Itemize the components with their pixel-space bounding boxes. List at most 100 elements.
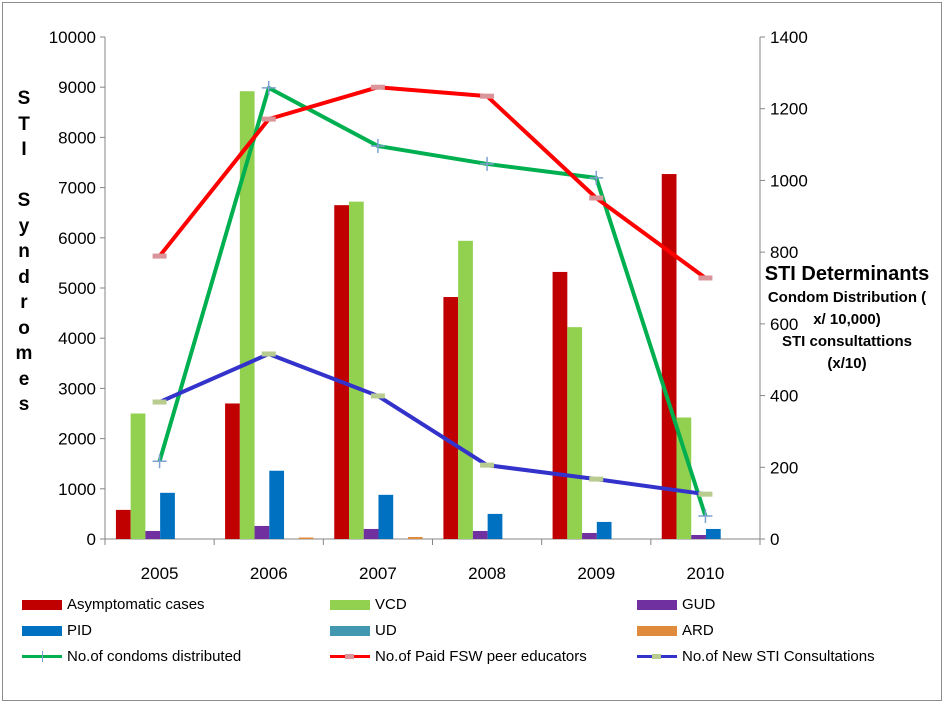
y-title-letter: S <box>17 88 31 109</box>
legend: Asymptomatic cases VCD GUD PID UD ARD No.of co… <box>0 593 944 673</box>
bar-gud <box>363 528 379 539</box>
marker-no-of-new-sti-consultations <box>152 399 167 405</box>
bar-vcd <box>567 327 583 539</box>
bar-pid <box>596 521 612 539</box>
bar-asymptomatic-cases <box>552 271 568 539</box>
y2-axis-title: STI Determinants Condom Distribution ( x… <box>752 262 942 375</box>
bar-asymptomatic-cases <box>443 297 459 539</box>
bar-vcd <box>239 91 255 539</box>
bar-asymptomatic-cases <box>334 205 349 540</box>
bar-gud <box>145 530 161 539</box>
marker-no-of-paid-fsw-peer-educators <box>698 275 713 281</box>
y2-tick-label: 200 <box>770 458 798 477</box>
y-title-letter: S <box>17 190 31 211</box>
marker-no-of-new-sti-consultations <box>589 476 604 482</box>
y2-title-line: Condom Distribution ( <box>767 289 927 306</box>
y-title-letter: I <box>21 139 27 160</box>
y2-tick-label: 600 <box>770 315 798 334</box>
line-no-of-new-sti-consultations <box>158 351 706 497</box>
y-title-letter: n <box>18 241 30 262</box>
legend-marker <box>345 654 354 659</box>
bar-pid <box>487 513 503 539</box>
y-tick-label: 2000 <box>58 430 96 449</box>
y2-tick-label: 800 <box>770 243 798 262</box>
x-tick-label: 2009 <box>577 564 615 583</box>
y2-tick-label: 0 <box>770 530 779 549</box>
bar-gud <box>691 534 706 539</box>
bar-gud <box>254 525 270 539</box>
legend-swatch <box>22 600 62 610</box>
bar-pid <box>160 492 175 539</box>
bar-vcd <box>348 201 364 539</box>
bar-pid <box>705 528 721 539</box>
line-no-of-paid-fsw-peer-educators <box>158 85 707 280</box>
marker-no-of-condoms-distributed <box>480 156 495 171</box>
y2-tick-label: 1000 <box>770 171 808 190</box>
y-tick-label: 0 <box>87 530 96 549</box>
legend-label: UD <box>375 622 397 639</box>
legend-label: GUD <box>682 596 716 613</box>
marker-no-of-condoms-distributed <box>370 139 385 154</box>
x-tick-label: 2008 <box>468 564 506 583</box>
marker-no-of-paid-fsw-peer-educators <box>370 84 385 90</box>
legend-marker <box>42 651 43 662</box>
y-tick-label: 9000 <box>58 78 96 97</box>
y-title-letter: d <box>18 266 30 288</box>
bar-vcd <box>458 240 473 539</box>
marker-no-of-paid-fsw-peer-educators <box>480 93 495 99</box>
bar-vcd <box>676 417 692 539</box>
y-tick-label: 8000 <box>58 128 96 147</box>
bar-pid <box>269 470 285 539</box>
y-title-letter: s <box>18 394 30 415</box>
y-tick-label: 3000 <box>58 379 96 398</box>
y-title-letter: m <box>15 343 33 364</box>
bar-asymptomatic-cases <box>661 174 677 539</box>
marker-no-of-new-sti-consultations <box>698 491 713 497</box>
y-tick-label: 7000 <box>58 179 96 198</box>
marker-no-of-condoms-distributed <box>152 454 167 469</box>
legend-swatch <box>637 600 677 610</box>
y-tick-label: 4000 <box>58 329 96 348</box>
y2-tick-label: 1400 <box>770 28 808 47</box>
y-title-letter: T <box>18 113 30 135</box>
x-tick-label: 2005 <box>141 564 179 583</box>
legend-label: ARD <box>682 622 714 639</box>
legend-label: No.of condoms distributed <box>67 648 242 665</box>
y2-title-line: x/ 10,000) <box>813 311 881 328</box>
marker-no-of-paid-fsw-peer-educators <box>261 116 276 122</box>
y2-title-line: (x/10) <box>827 355 867 372</box>
y-tick-label: 10000 <box>49 28 96 47</box>
legend-swatch <box>330 600 370 610</box>
x-tick-label: 2006 <box>250 564 288 583</box>
marker-no-of-condoms-distributed <box>698 509 713 524</box>
legend-swatch <box>637 626 677 636</box>
x-tick-label: 2007 <box>359 564 397 583</box>
legend-label: No.of Paid FSW peer educators <box>375 648 587 665</box>
bar-asymptomatic-cases <box>225 403 240 539</box>
marker-no-of-new-sti-consultations <box>480 462 495 468</box>
y-title-letter: o <box>18 317 30 339</box>
legend-label: No.of New STI Consultations <box>682 648 875 665</box>
y2-tick-label: 1200 <box>770 100 808 119</box>
bar-ard <box>298 537 314 539</box>
y-title-letter: r <box>20 292 28 313</box>
legend-swatch <box>22 626 62 636</box>
legend-label: Asymptomatic cases <box>67 596 205 613</box>
bar-gud <box>472 530 488 539</box>
marker-no-of-new-sti-consultations <box>370 393 385 399</box>
bar-pid <box>378 494 394 539</box>
marker-no-of-condoms-distributed <box>589 170 604 185</box>
y-title-letter <box>14 163 34 189</box>
y-tick-label: 6000 <box>58 229 96 248</box>
marker-no-of-paid-fsw-peer-educators <box>152 253 167 259</box>
bar-asymptomatic-cases <box>115 509 131 539</box>
marker-no-of-condoms-distributed <box>261 80 276 95</box>
legend-marker <box>652 654 661 659</box>
y-tick-label: 5000 <box>58 279 96 298</box>
y2-title-main: STI Determinants <box>764 263 930 285</box>
legend-swatch <box>330 626 370 636</box>
y2-title-line: STI consultattions <box>781 333 912 350</box>
y-title-letter: e <box>18 368 30 390</box>
